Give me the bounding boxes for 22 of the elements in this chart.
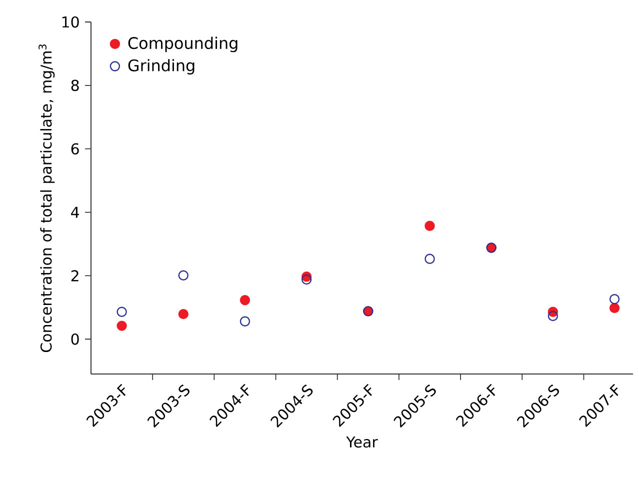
y-tick-label: 4	[71, 206, 79, 218]
legend-label: Grinding	[128, 59, 194, 74]
point	[609, 302, 620, 314]
point	[240, 295, 250, 306]
y-tick-label: 6	[71, 143, 79, 154]
point	[424, 254, 435, 264]
point	[116, 320, 127, 331]
point	[178, 308, 188, 320]
point	[178, 270, 188, 280]
point	[609, 294, 620, 304]
y-tick-label: 0	[71, 333, 79, 345]
y-tick-label: 8	[71, 80, 79, 92]
point	[116, 306, 127, 317]
point	[240, 316, 250, 326]
point	[301, 274, 312, 285]
x-axis-title: Year	[346, 436, 378, 448]
legend-label: Compounding	[128, 36, 238, 52]
y-tick-label: 2	[71, 270, 78, 282]
y-tick-label: 10	[62, 16, 79, 28]
y-axis-title: Concentration of total particulate, mg/m$^{3}$	[38, 44, 55, 352]
point	[424, 220, 435, 231]
point	[548, 310, 558, 322]
